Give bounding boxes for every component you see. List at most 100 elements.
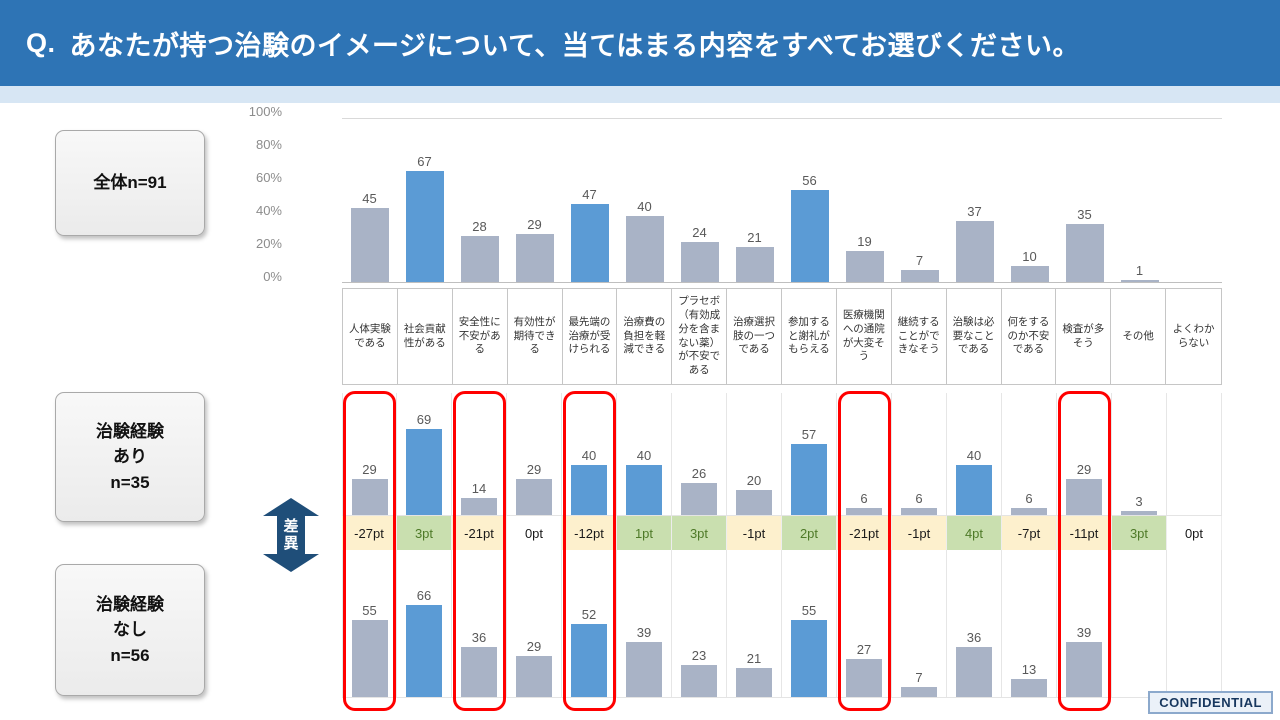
difference-value: 3pt — [672, 516, 727, 550]
bar — [846, 507, 882, 515]
category-label: 社会貢献性がある — [398, 289, 453, 384]
bar-column — [1167, 393, 1222, 515]
bar-column: 40 — [562, 393, 617, 515]
bar-column: 37 — [947, 119, 1002, 282]
bar-value-label: 7 — [915, 253, 924, 269]
bar — [571, 465, 607, 515]
bar-column: 35 — [1057, 119, 1112, 282]
bar-column: 40 — [617, 393, 672, 515]
category-label: 何をするのか不安である — [1002, 289, 1057, 384]
bar-column: 69 — [397, 393, 452, 515]
chart-region: 45 67 28 29 47 40 24 21 56 19 7 37 10 35 1 人体実験である 社会貢献… — [342, 112, 1222, 712]
category-axis: 人体実験である 社会貢献性がある 安全性に不安がある 有効性が期待できる 最先端の治療が… — [342, 288, 1222, 385]
difference-value: -21pt — [452, 516, 507, 550]
overall-bar-chart: 45 67 28 29 47 40 24 21 56 19 7 37 10 35 1 — [342, 118, 1222, 283]
difference-value: 0pt — [507, 516, 562, 550]
page-title: あなたが持つ治験のイメージについて、当てはまる内容をすべてお選びください。 — [69, 30, 1080, 61]
bar-value-label: 52 — [581, 607, 597, 623]
bar-value-label: 26 — [691, 465, 707, 481]
bar — [516, 656, 552, 697]
bar — [736, 667, 772, 697]
bar-value-label: 47 — [582, 187, 597, 203]
bar — [901, 687, 937, 697]
bar — [955, 220, 994, 282]
difference-value: -7pt — [1002, 516, 1057, 550]
confidential-badge: CONFIDENTIAL — [1148, 691, 1273, 714]
bar-column: 55 — [782, 550, 837, 697]
bar-column — [1112, 550, 1167, 697]
category-label: 治験は必要なことである — [947, 289, 1002, 384]
bar-value-label: 21 — [747, 230, 762, 246]
bar — [1010, 265, 1049, 282]
bar-value-label: 10 — [1022, 248, 1037, 264]
bar — [351, 620, 388, 697]
group-label-experienced: 治験経験 あり n=35 — [55, 392, 205, 522]
bar-value-label: 1 — [1135, 263, 1144, 278]
bar-value-label: 29 — [526, 461, 542, 477]
bar-value-label: 66 — [416, 587, 432, 603]
bar-value-label: 24 — [692, 225, 707, 241]
bar-column: 6 — [892, 393, 947, 515]
category-label: 医療機関への通院が大変そう — [837, 289, 892, 384]
bar-column: 45 — [342, 119, 397, 282]
bar-value-label: 39 — [636, 625, 652, 641]
bar-value-label: 57 — [801, 426, 817, 442]
bar-column: 56 — [782, 119, 837, 282]
bar-column: 47 — [562, 119, 617, 282]
bar-value-label: 56 — [802, 172, 817, 188]
bar — [626, 465, 662, 515]
category-label: 継続することができなそう — [892, 289, 947, 384]
bar-column: 1 — [1112, 119, 1167, 282]
y-axis: 100% 80% 60% 40% 20% 0% — [216, 105, 282, 290]
bar-value-label: 67 — [417, 154, 432, 170]
bar-column: 21 — [727, 550, 782, 697]
bar-value-label: 35 — [1077, 207, 1092, 223]
bar-column: 3 — [1112, 393, 1167, 515]
bar-column: 40 — [947, 393, 1002, 515]
bar — [351, 478, 388, 515]
bar-column: 24 — [672, 119, 727, 282]
category-label: 有効性が期待できる — [508, 289, 563, 384]
bar-value-label: 14 — [471, 480, 487, 496]
bar-value-label: 36 — [471, 629, 487, 645]
bar — [956, 465, 992, 515]
category-label: プラセボ（有効成分を含まない薬）が不安である — [672, 289, 728, 384]
bar-column: 6 — [837, 393, 892, 515]
bar-value-label: 40 — [637, 199, 652, 214]
bar-value-label: 6 — [860, 490, 868, 506]
bar — [626, 642, 662, 697]
bar-column: 29 — [507, 550, 562, 697]
bar — [406, 604, 442, 697]
category-label: 人体実験である — [343, 289, 398, 384]
bar-value-label: 29 — [362, 461, 377, 477]
category-label: よくわからない — [1172, 322, 1215, 349]
bar-column: 29 — [1057, 393, 1112, 515]
bar-value-label: 13 — [1021, 661, 1037, 677]
bar-column — [1167, 550, 1222, 697]
bar-column: 26 — [672, 393, 727, 515]
bar — [1120, 280, 1159, 282]
bar — [460, 235, 499, 282]
bar-column: 39 — [617, 550, 672, 697]
difference-arrow-label: 差 異 — [283, 517, 299, 552]
y-axis-tick: 0% — [263, 269, 282, 284]
y-axis-tick: 60% — [255, 170, 282, 185]
bar-column: 29 — [342, 393, 397, 515]
bar — [1011, 507, 1047, 515]
bar — [1011, 678, 1047, 697]
bar-column: 20 — [727, 393, 782, 515]
bar-column: 36 — [947, 550, 1002, 697]
title-bar: Q. あなたが持つ治験のイメージについて、当てはまる内容をすべてお選びください。 — [0, 0, 1280, 86]
bar-value-label: 69 — [416, 411, 432, 427]
bar — [350, 207, 389, 282]
bar-value-label: 55 — [801, 603, 817, 618]
bar-value-label: 39 — [1076, 625, 1092, 641]
bar-column: 29 — [507, 119, 562, 282]
bar — [791, 620, 827, 697]
bar-column: 19 — [837, 119, 892, 282]
category-label: 最先端の治療が受けられる — [563, 289, 618, 384]
group-label-overall: 全体n=91 — [55, 130, 205, 236]
title-accent-strip — [0, 86, 1280, 103]
bar-column: 23 — [672, 550, 727, 697]
